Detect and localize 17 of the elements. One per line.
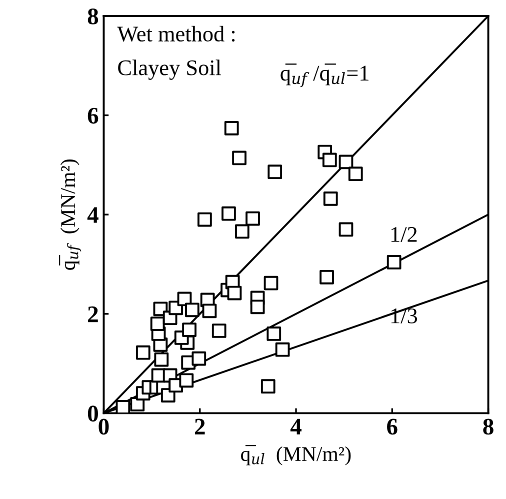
y-axis-title: q̅$_{uf}$ (MN/m²) — [59, 159, 82, 270]
x-tick-label: 8 — [483, 418, 494, 435]
annotation: q̅$_{uf}$ /q̅$_{ul}$=1 — [280, 64, 368, 88]
annotation: Wet method : — [117, 26, 235, 42]
y-tick-label: 8 — [88, 8, 98, 24]
x-axis-title: q̅$_{ul}$ (MN/m²) — [241, 445, 351, 466]
y-tick-label: 2 — [88, 306, 98, 322]
annotation: 1/3 — [391, 308, 418, 324]
y-tick-label: 6 — [88, 108, 98, 124]
y-tick-label: 0 — [88, 406, 98, 422]
annotation: 1/2 — [391, 227, 417, 242]
annotation: Clayey Soil — [118, 60, 222, 80]
y-tick-label: 4 — [87, 207, 98, 223]
x-tick-label: 6 — [387, 418, 398, 435]
x-tick-label: 4 — [290, 418, 302, 434]
x-tick-label: 2 — [194, 418, 205, 434]
x-tick-label: 0 — [98, 418, 109, 435]
